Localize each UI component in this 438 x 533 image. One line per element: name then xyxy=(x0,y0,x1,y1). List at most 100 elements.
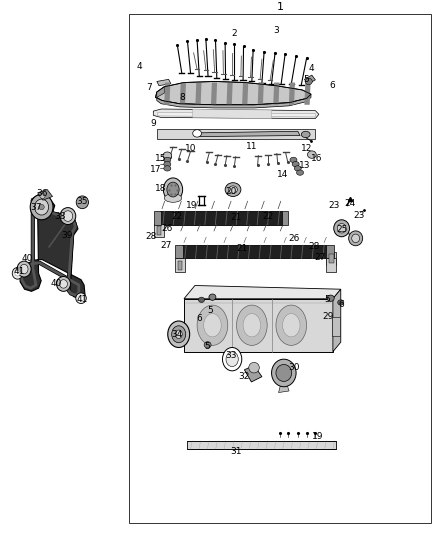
Bar xyxy=(187,441,336,449)
Text: 33: 33 xyxy=(226,351,237,360)
Ellipse shape xyxy=(338,300,344,305)
Polygon shape xyxy=(157,94,311,108)
Text: 20: 20 xyxy=(226,187,237,196)
Text: 3: 3 xyxy=(273,26,279,35)
Polygon shape xyxy=(158,112,315,117)
Text: 21: 21 xyxy=(231,213,242,222)
Text: 32: 32 xyxy=(239,372,250,381)
Text: 5: 5 xyxy=(207,306,213,315)
Text: 14: 14 xyxy=(277,169,288,179)
Text: 23: 23 xyxy=(353,211,365,220)
Ellipse shape xyxy=(76,293,86,303)
Ellipse shape xyxy=(301,131,310,138)
Text: 8: 8 xyxy=(179,93,185,102)
Bar xyxy=(326,245,334,259)
Polygon shape xyxy=(333,289,341,352)
Text: 29: 29 xyxy=(322,312,333,321)
Polygon shape xyxy=(157,79,171,86)
Ellipse shape xyxy=(163,152,172,159)
Text: 28: 28 xyxy=(145,232,157,241)
Polygon shape xyxy=(195,83,201,105)
Text: 40: 40 xyxy=(50,279,62,288)
Ellipse shape xyxy=(198,297,205,302)
Ellipse shape xyxy=(276,305,307,345)
Text: 19: 19 xyxy=(186,201,197,210)
Ellipse shape xyxy=(209,294,216,300)
Ellipse shape xyxy=(167,182,179,197)
Ellipse shape xyxy=(225,183,241,197)
Text: 24: 24 xyxy=(345,199,356,208)
Polygon shape xyxy=(153,109,319,118)
Ellipse shape xyxy=(292,161,299,167)
Text: 16: 16 xyxy=(311,155,322,163)
Ellipse shape xyxy=(197,305,228,345)
Ellipse shape xyxy=(294,166,301,171)
Polygon shape xyxy=(155,82,311,105)
Ellipse shape xyxy=(297,170,304,175)
Bar xyxy=(175,259,185,272)
Text: 6: 6 xyxy=(338,300,344,309)
Text: 41: 41 xyxy=(77,295,88,304)
Bar xyxy=(175,245,183,259)
Text: 40: 40 xyxy=(21,254,33,263)
Bar xyxy=(332,317,340,336)
Polygon shape xyxy=(273,83,279,105)
Ellipse shape xyxy=(204,342,211,348)
Text: 11: 11 xyxy=(246,142,258,151)
Ellipse shape xyxy=(164,194,182,203)
Text: 41: 41 xyxy=(14,266,25,276)
Text: 17: 17 xyxy=(150,165,161,174)
Polygon shape xyxy=(226,83,233,105)
Ellipse shape xyxy=(78,296,84,301)
Text: 5: 5 xyxy=(204,342,210,351)
Text: 6: 6 xyxy=(329,80,335,90)
Ellipse shape xyxy=(39,205,44,209)
Polygon shape xyxy=(279,386,289,393)
Ellipse shape xyxy=(164,161,171,167)
Ellipse shape xyxy=(276,365,292,382)
Text: 26: 26 xyxy=(289,234,300,243)
Text: 31: 31 xyxy=(230,447,241,456)
Ellipse shape xyxy=(237,305,267,345)
Ellipse shape xyxy=(164,166,171,171)
Ellipse shape xyxy=(40,193,45,199)
Bar xyxy=(182,245,326,259)
Bar xyxy=(160,211,282,224)
Ellipse shape xyxy=(60,207,76,224)
Text: 22: 22 xyxy=(262,212,274,221)
Ellipse shape xyxy=(349,231,363,246)
Ellipse shape xyxy=(272,359,296,387)
Polygon shape xyxy=(180,83,186,105)
Bar xyxy=(154,211,161,224)
Text: 6: 6 xyxy=(196,314,202,323)
Ellipse shape xyxy=(30,195,53,220)
Polygon shape xyxy=(20,195,85,299)
Text: 25: 25 xyxy=(337,225,348,235)
Ellipse shape xyxy=(63,211,73,221)
Text: 4: 4 xyxy=(308,64,314,73)
Text: 38: 38 xyxy=(55,212,66,221)
Ellipse shape xyxy=(226,352,238,367)
Polygon shape xyxy=(289,83,295,105)
Text: 34: 34 xyxy=(172,330,183,340)
Ellipse shape xyxy=(229,186,237,193)
Text: 28: 28 xyxy=(309,243,320,252)
Text: 21: 21 xyxy=(237,245,248,253)
Bar xyxy=(282,211,288,224)
Ellipse shape xyxy=(327,295,334,301)
Bar xyxy=(184,299,333,352)
Ellipse shape xyxy=(243,313,261,337)
Text: 26: 26 xyxy=(162,224,173,233)
Ellipse shape xyxy=(172,326,186,343)
Ellipse shape xyxy=(204,313,221,337)
Ellipse shape xyxy=(305,78,312,85)
Ellipse shape xyxy=(334,220,350,237)
Text: 37: 37 xyxy=(30,203,42,212)
Bar xyxy=(157,226,161,235)
Ellipse shape xyxy=(307,151,316,158)
Text: 36: 36 xyxy=(36,189,47,198)
Polygon shape xyxy=(244,366,262,382)
Bar xyxy=(157,128,315,139)
Ellipse shape xyxy=(76,196,88,208)
Ellipse shape xyxy=(163,178,183,201)
